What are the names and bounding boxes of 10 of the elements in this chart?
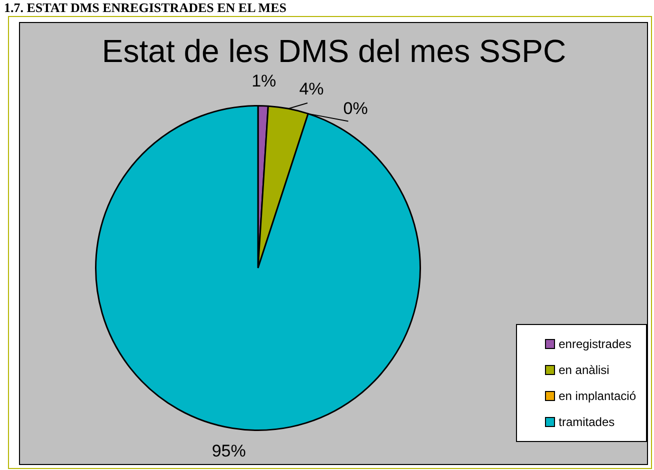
- data-label: 1%: [252, 72, 276, 91]
- chart-title: Estat de les DMS del mes SSPC: [102, 32, 566, 69]
- data-label: 95%: [212, 442, 246, 461]
- data-label: 4%: [299, 79, 324, 98]
- text: 0%: [343, 99, 368, 118]
- legend-label: en implantació: [558, 389, 636, 403]
- legend-label: enregistrades: [558, 337, 632, 351]
- legend-label: en anàlisi: [558, 363, 610, 377]
- text: 1.7. ESTAT DMS ENREGISTRADES EN EL MES: [4, 0, 286, 15]
- legend-label: tramitades: [558, 415, 615, 429]
